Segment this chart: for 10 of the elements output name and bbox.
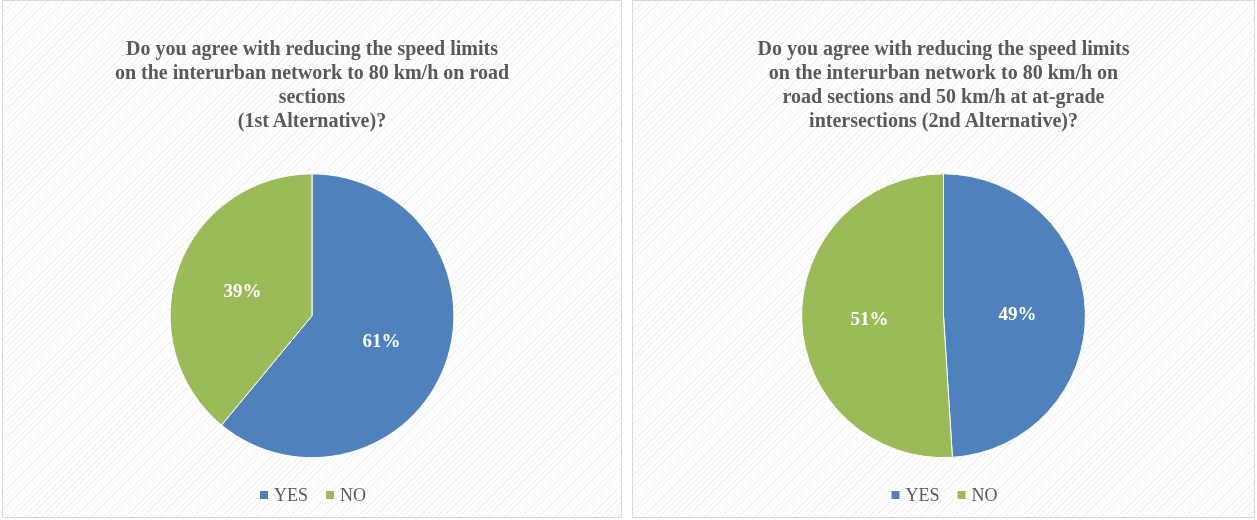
legend-label: NO: [971, 485, 998, 505]
legend-label: YES: [905, 485, 940, 505]
data-label: 49%: [998, 302, 1037, 324]
data-label: 39%: [223, 280, 262, 302]
data-label: 51%: [850, 307, 889, 329]
legend-label: YES: [274, 485, 309, 505]
chart-title: Do you agree with reducing the speed limits on the interurban network to 80 km/h on road sections and 50 km/h at at-grade intersections (2nd Alternative)?: [757, 37, 1130, 132]
legend-label: NO: [340, 485, 366, 505]
data-label: 61%: [362, 330, 401, 352]
chart-title: Do you agree with reducing the speed limits on the interurban network to 80 km/h on road sections (1st Alternative)?: [114, 37, 510, 132]
